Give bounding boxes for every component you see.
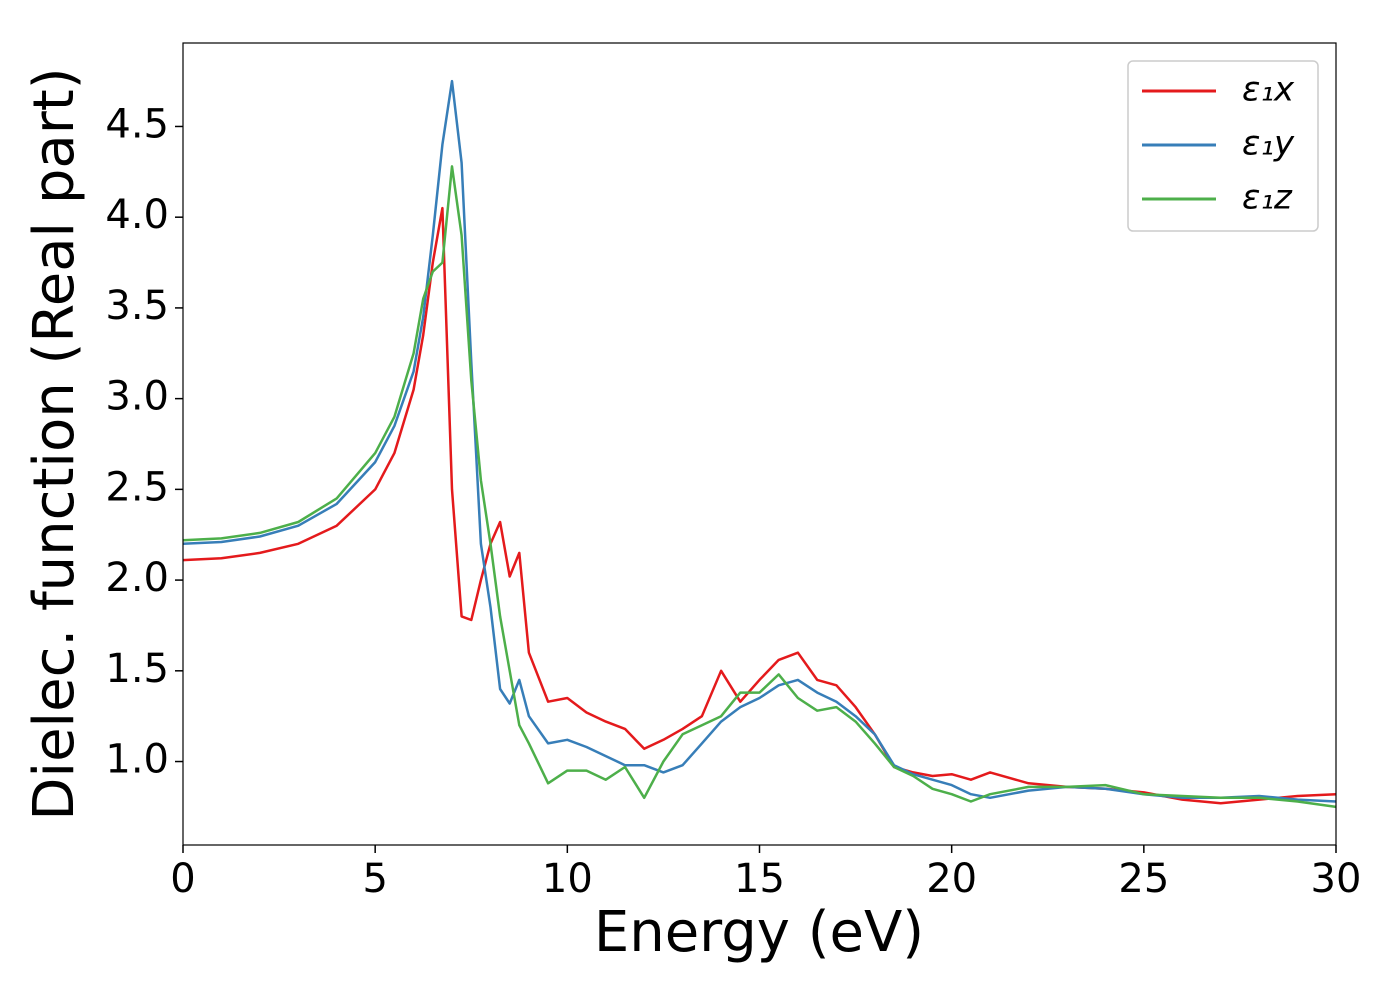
plot-frame (182, 42, 1337, 846)
y-axis-label: Dielec. function (Real part) (22, 67, 87, 820)
x-axis-label: Energy (eV) (594, 900, 924, 965)
x-tick-label: 10 (542, 856, 593, 902)
y-tick-label: 4.0 (105, 192, 169, 238)
x-tick-label: 25 (1118, 856, 1169, 902)
legend-label: ε₁z (1242, 178, 1293, 218)
x-tick-label: 20 (926, 856, 977, 902)
y-tick-label: 1.0 (105, 737, 169, 783)
x-tick-label: 5 (362, 856, 387, 902)
legend-box (1127, 60, 1319, 232)
legend-label: ε₁y (1242, 124, 1295, 164)
y-tick-label: 2.5 (105, 464, 169, 510)
line-series (182, 206, 1337, 805)
line-series (182, 165, 1337, 809)
y-tick-label: 3.0 (105, 374, 169, 420)
legend: ε₁x ε₁y ε₁z (1127, 60, 1319, 232)
x-tick-label: 15 (734, 856, 785, 902)
y-tick-label: 3.5 (105, 283, 169, 329)
x-tick-label: 30 (1311, 856, 1362, 902)
legend-label: ε₁x (1242, 70, 1295, 110)
y-tick-label: 4.5 (105, 101, 169, 147)
line-series (182, 79, 1337, 803)
y-tick-label: 1.5 (105, 646, 169, 692)
y-tick-label: 2.0 (105, 555, 169, 601)
x-tick-label: 0 (170, 856, 195, 902)
